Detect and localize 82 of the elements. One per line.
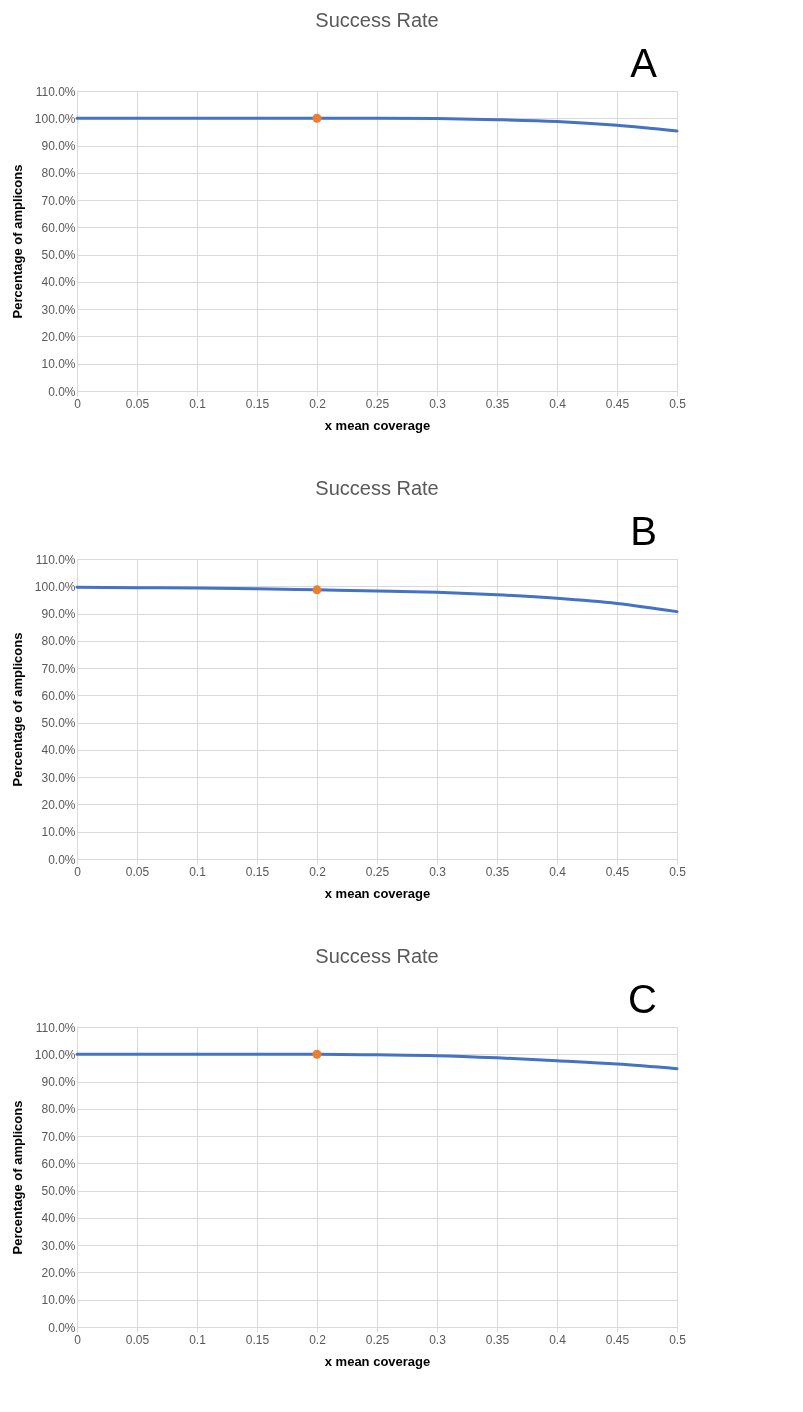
x-tick-label: 0.25 xyxy=(365,864,390,879)
y-tick-label: 60.0% xyxy=(41,688,76,703)
y-tick-label: 90.0% xyxy=(41,139,76,154)
x-tick-label: 0.15 xyxy=(245,1332,270,1347)
y-tick-label: 30.0% xyxy=(41,1238,76,1253)
y-tick-label: 100.0% xyxy=(34,579,76,594)
y-tick-label: 50.0% xyxy=(41,248,76,263)
x-axis-title: x mean coverage xyxy=(324,1353,431,1369)
y-axis-title: Percentage of amplicons xyxy=(9,164,25,319)
y-tick-label: 0.0% xyxy=(48,1320,76,1335)
x-tick-label: 0.1 xyxy=(189,1332,207,1347)
x-tick-label: 0 xyxy=(74,1332,82,1347)
y-tick-label: 20.0% xyxy=(41,329,76,344)
x-tick-label: 0.35 xyxy=(485,864,510,879)
y-tick-label: 40.0% xyxy=(41,743,76,758)
x-tick-label: 0.4 xyxy=(549,1332,567,1347)
x-tick-label: 0.1 xyxy=(189,396,207,411)
y-tick-label: 10.0% xyxy=(41,825,76,840)
y-tick-label: 60.0% xyxy=(41,1156,76,1171)
y-tick-label: 20.0% xyxy=(41,1265,76,1280)
y-tick-label: 70.0% xyxy=(41,1129,76,1144)
y-tick-label: 80.0% xyxy=(41,166,76,181)
x-tick-label: 0.05 xyxy=(125,864,150,879)
y-tick-label: 90.0% xyxy=(41,1075,76,1090)
x-tick-label: 0.35 xyxy=(485,1332,510,1347)
text: A xyxy=(630,41,658,85)
y-tick-label: 50.0% xyxy=(41,716,76,731)
x-tick-label: 0.1 xyxy=(189,864,207,879)
x-axis-title: x mean coverage xyxy=(324,417,431,433)
y-tick-label: 100.0% xyxy=(34,1047,76,1062)
x-tick-label: 0.2 xyxy=(309,864,327,879)
y-axis-title: Percentage of amplicons xyxy=(9,632,25,787)
chart-title: Success Rate xyxy=(315,9,439,31)
y-axis-title: Percentage of amplicons xyxy=(9,1100,25,1255)
y-tick-label: 40.0% xyxy=(41,275,76,290)
y-tick-label: 0.0% xyxy=(48,852,76,867)
text: C xyxy=(628,977,657,1021)
x-tick-label: 0.45 xyxy=(605,396,630,411)
x-tick-label: 0.3 xyxy=(429,1332,447,1347)
x-tick-label: 0.35 xyxy=(485,396,510,411)
x-tick-label: 0.5 xyxy=(669,396,687,411)
y-tick-label: 10.0% xyxy=(41,1293,76,1308)
x-tick-label: 0.45 xyxy=(605,864,630,879)
x-tick-label: 0.15 xyxy=(245,864,270,879)
y-tick-label: 30.0% xyxy=(41,302,76,317)
chart-title: Success Rate xyxy=(315,945,439,967)
y-tick-label: 50.0% xyxy=(41,1184,76,1199)
x-tick-label: 0.05 xyxy=(125,1332,150,1347)
x-axis-title: x mean coverage xyxy=(324,885,431,901)
y-tick-label: 80.0% xyxy=(41,634,76,649)
x-tick-label: 0.05 xyxy=(125,396,150,411)
x-tick-label: 0.5 xyxy=(669,864,687,879)
chart-title: Success Rate xyxy=(315,477,439,499)
y-tick-label: 40.0% xyxy=(41,1211,76,1226)
y-tick-label: 80.0% xyxy=(41,1102,76,1117)
y-tick-label: 30.0% xyxy=(41,770,76,785)
x-tick-label: 0.2 xyxy=(309,396,327,411)
x-tick-label: 0.2 xyxy=(309,1332,327,1347)
x-tick-label: 0.25 xyxy=(365,1332,390,1347)
x-tick-label: 0.45 xyxy=(605,1332,630,1347)
y-tick-label: 110.0% xyxy=(35,1020,76,1035)
y-tick-label: 70.0% xyxy=(41,193,76,208)
x-tick-label: 0 xyxy=(74,864,82,879)
line-series xyxy=(75,585,679,614)
x-tick-label: 0.25 xyxy=(365,396,390,411)
x-tick-label: 0.3 xyxy=(429,396,447,411)
y-tick-label: 90.0% xyxy=(41,607,76,622)
y-tick-label: 110.0% xyxy=(35,84,76,99)
x-tick-label: 0.4 xyxy=(549,864,567,879)
x-tick-label: 0 xyxy=(74,396,82,411)
x-tick-label: 0.3 xyxy=(429,864,447,879)
y-tick-label: 10.0% xyxy=(41,357,76,372)
text: B xyxy=(630,509,657,553)
x-tick-label: 0.15 xyxy=(245,396,270,411)
x-tick-label: 0.5 xyxy=(669,1332,687,1347)
y-tick-label: 20.0% xyxy=(41,797,76,812)
y-tick-label: 70.0% xyxy=(41,661,76,676)
y-tick-label: 60.0% xyxy=(41,220,76,235)
y-tick-label: 0.0% xyxy=(48,384,76,399)
y-tick-label: 100.0% xyxy=(34,111,76,126)
y-tick-label: 110.0% xyxy=(35,552,76,567)
x-tick-label: 0.4 xyxy=(549,396,567,411)
